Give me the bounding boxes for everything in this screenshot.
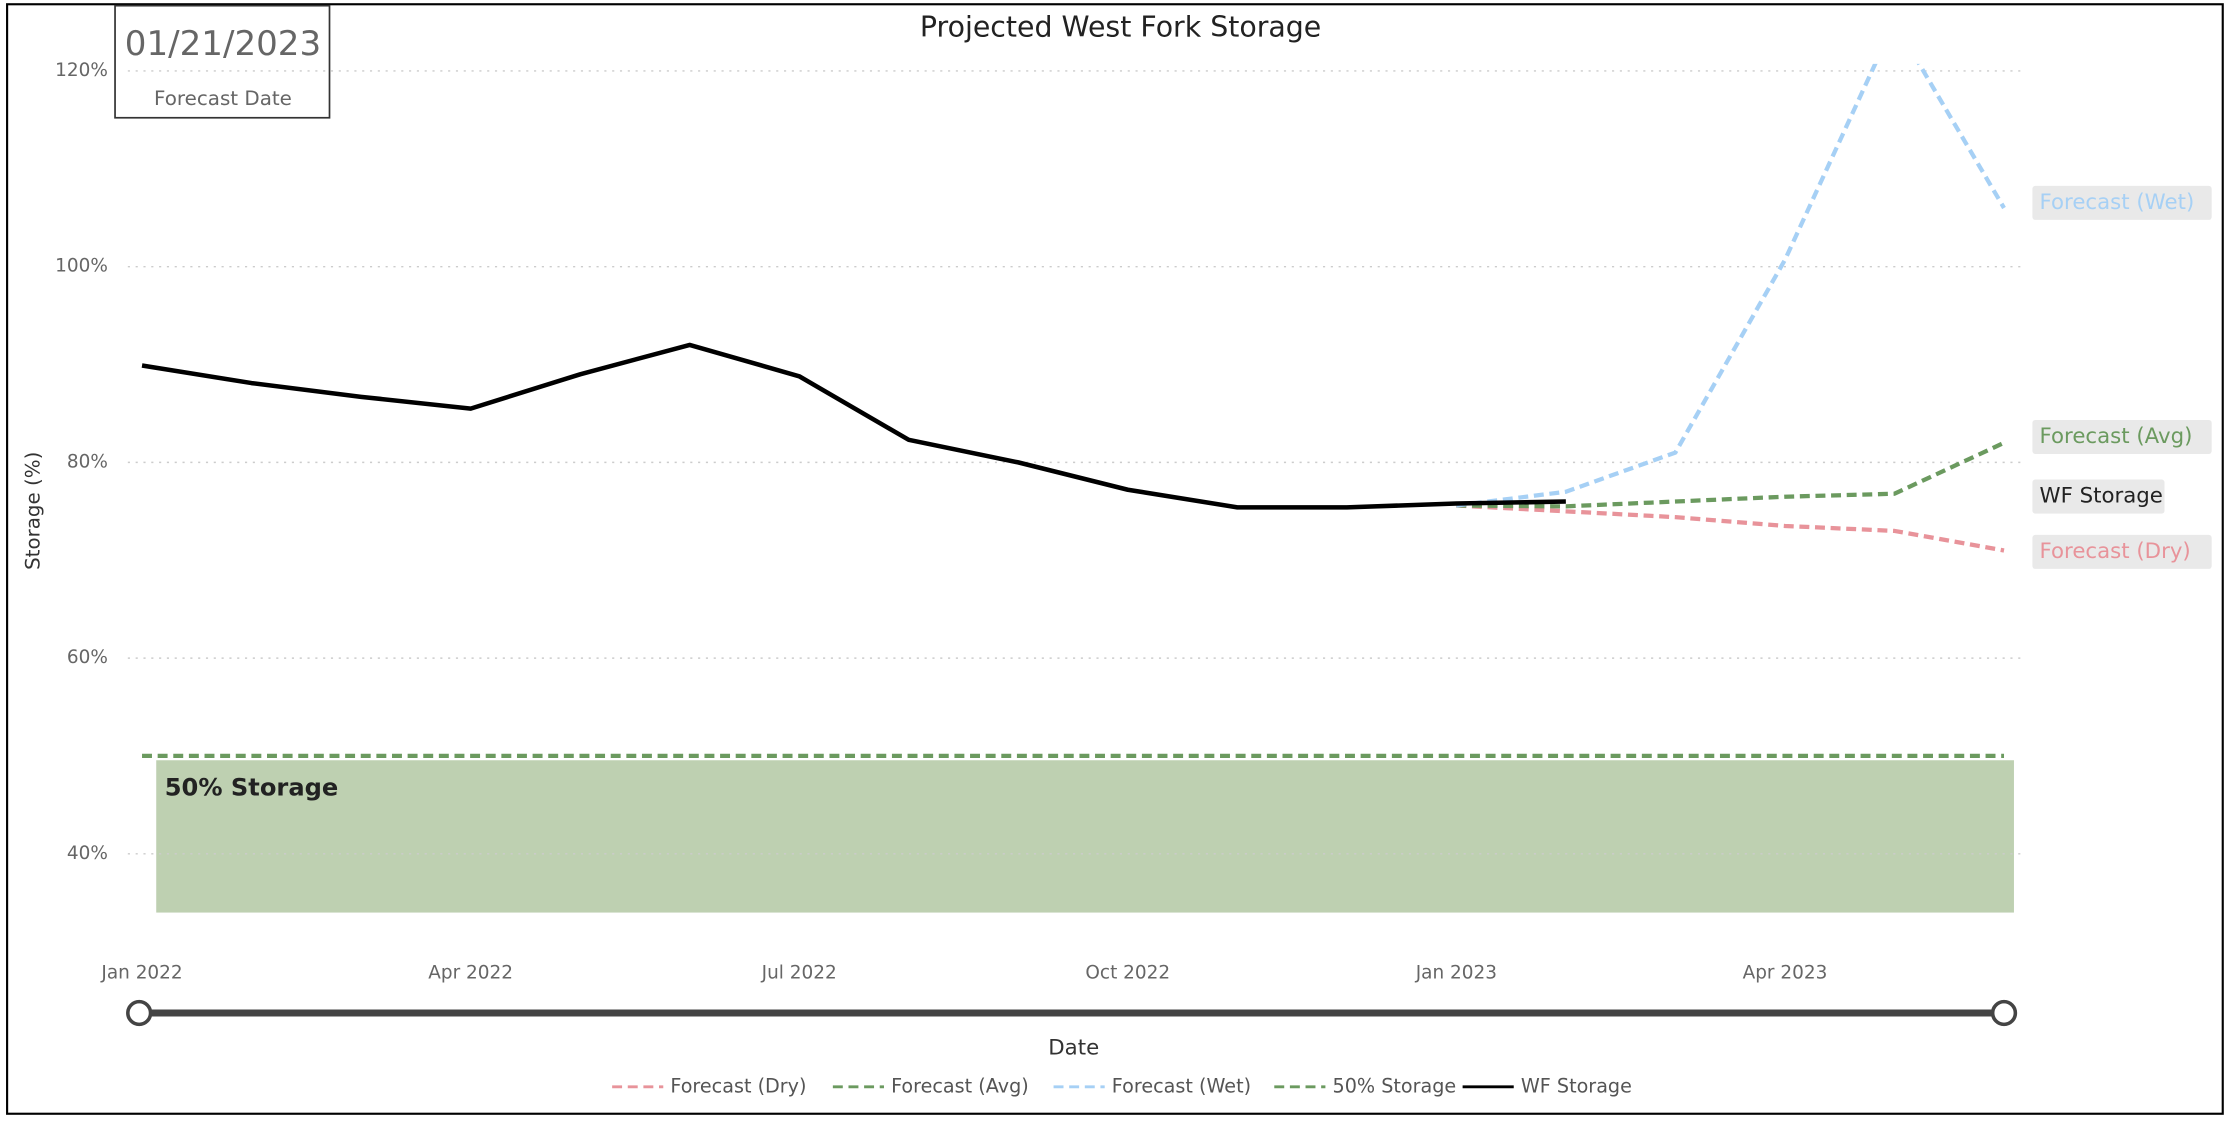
forecast-card [114, 4, 331, 119]
plot-area [141, 63, 2006, 759]
x-tick-label: Jan 2022 [100, 962, 182, 983]
end-label: Forecast (Wet) [2040, 190, 2195, 215]
band-label: 50% Storage [165, 774, 339, 802]
legend-label: 50% Storage [1333, 1074, 1457, 1097]
series-line [1456, 503, 2005, 553]
y-tick-label: 40% [67, 843, 108, 864]
x-axis-label: Date [1048, 1035, 1099, 1060]
end-label: WF Storage [2040, 484, 2163, 509]
end-label-bg [2032, 185, 2212, 220]
slider-handle-start[interactable] [126, 999, 153, 1027]
y-tick-label: 100% [55, 256, 108, 277]
end-label-bg [2032, 534, 2212, 569]
x-tick-label: Jul 2022 [761, 962, 837, 983]
legend-label: Forecast (Avg) [891, 1074, 1029, 1097]
y-tick-label: 120% [55, 60, 108, 81]
x-tick-label: Oct 2022 [1085, 962, 1170, 983]
frame [6, 3, 2224, 1115]
forecast-date-label: Forecast Date [154, 87, 292, 110]
end-label: Forecast (Dry) [2040, 539, 2191, 564]
y-tick-label: 80% [67, 451, 108, 472]
series-line [1456, 440, 2005, 509]
storage-band [156, 760, 2014, 913]
x-tick-label: Apr 2022 [428, 962, 513, 983]
end-label-bg [2032, 419, 2212, 455]
end-label-bg [2032, 479, 2165, 514]
legend-label: Forecast (Wet) [1112, 1074, 1251, 1097]
legend-label: Forecast (Dry) [670, 1074, 806, 1097]
legend-label: WF Storage [1521, 1074, 1632, 1097]
x-tick-label: Jan 2023 [1415, 962, 1497, 983]
x-tick-label: Apr 2023 [1743, 962, 1828, 983]
slider-handle-end[interactable] [1990, 999, 2018, 1027]
chart-title: Projected West Fork Storage [920, 10, 1321, 43]
series-line [1456, 63, 2006, 508]
y-tick-label: 60% [67, 647, 108, 668]
y-axis-label: Storage (%) [22, 452, 45, 570]
end-label: Forecast (Avg) [2040, 424, 2193, 449]
forecast-date: 01/21/2023 [125, 24, 321, 64]
series-line [141, 342, 1566, 510]
